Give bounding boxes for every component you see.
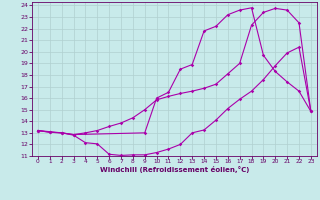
X-axis label: Windchill (Refroidissement éolien,°C): Windchill (Refroidissement éolien,°C) [100, 166, 249, 173]
